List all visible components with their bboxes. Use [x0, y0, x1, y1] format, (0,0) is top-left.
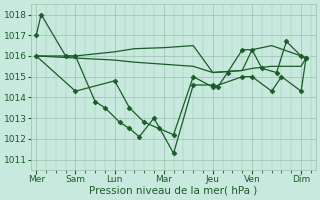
X-axis label: Pression niveau de la mer( hPa ): Pression niveau de la mer( hPa ): [90, 186, 258, 196]
